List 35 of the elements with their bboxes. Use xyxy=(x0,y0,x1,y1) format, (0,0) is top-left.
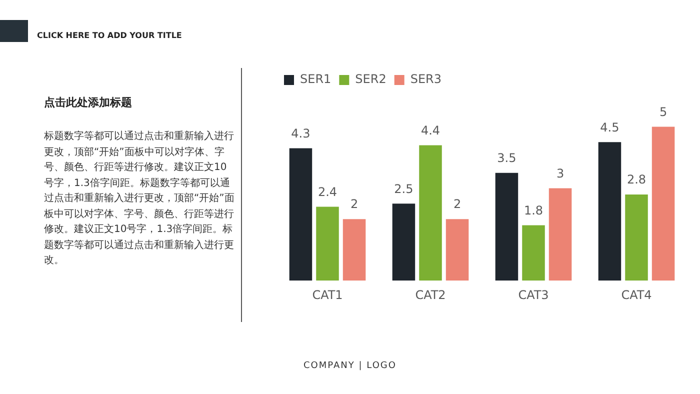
bar xyxy=(342,219,366,281)
text: 点击此处添加标题 xyxy=(44,95,132,110)
data-label: 1.8 xyxy=(524,203,544,218)
x-tick-label: CAT1 xyxy=(312,288,343,302)
data-label: 2.4 xyxy=(318,184,338,199)
text: 标题数字等都可以通过点击和重新输入进行更改，顶部“开始”面板中可以对字体、字号、颜色、行距等进行修改。建议正文10号字，1.3倍字间距。标题数字等都可以通过点击和重新输入进行更改，顶部“开始”面板中可以对字体、字号、颜色、行距等进行修改。建议正文10号字，1.3倍字间距。标题数字等都可以通过点击和重新输入进行更改。 xyxy=(44,131,234,266)
legend-label: SER3 xyxy=(410,72,442,86)
data-label: 5 xyxy=(659,104,668,119)
bar xyxy=(522,225,545,281)
data-label: 4.3 xyxy=(291,126,310,140)
bar xyxy=(316,206,339,281)
data-label: 2.5 xyxy=(394,182,414,196)
text: COMPANY | LOGO xyxy=(302,361,398,371)
bar xyxy=(548,188,572,281)
data-label: 4.4 xyxy=(420,123,440,138)
data-label: 2 xyxy=(350,197,358,212)
bar xyxy=(419,145,442,281)
bar xyxy=(289,148,312,281)
bar xyxy=(392,204,416,281)
legend-label: SER1 xyxy=(300,72,332,86)
bar xyxy=(495,172,518,281)
text: CLICK HERE TO ADD YOUR TITLE xyxy=(37,31,182,40)
data-label: 2.8 xyxy=(626,172,646,187)
data-label: 3.5 xyxy=(497,151,516,166)
bar xyxy=(446,219,469,281)
data-label: 2 xyxy=(453,197,462,212)
data-label: 3 xyxy=(556,166,564,180)
bar xyxy=(598,142,622,281)
x-tick-label: CAT3 xyxy=(518,288,549,302)
data-label: 4.5 xyxy=(600,120,620,134)
x-tick-label: CAT2 xyxy=(415,288,446,302)
legend-label: SER2 xyxy=(355,72,386,86)
bar xyxy=(652,126,675,281)
bar xyxy=(625,194,648,281)
x-tick-label: CAT4 xyxy=(621,288,652,302)
